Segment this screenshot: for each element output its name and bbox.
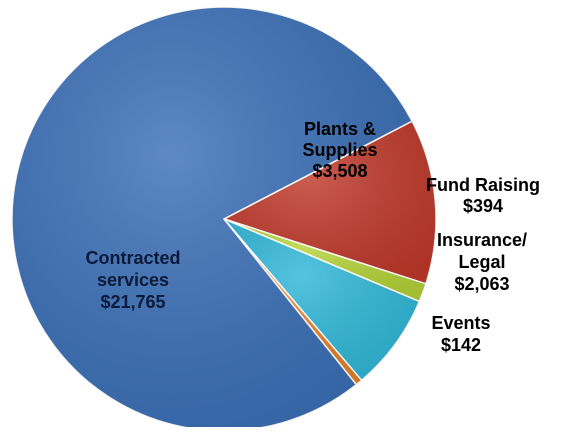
pie-slices bbox=[11, 6, 437, 432]
pie-slice-shading-contracted-services bbox=[11, 6, 413, 431]
slice-label-line-contracted-services: $21,765 bbox=[100, 292, 165, 312]
pie-slice-shading-plants-supplies bbox=[224, 121, 437, 284]
slice-label-insurance-legal: Insurance/Legal $2,063 bbox=[437, 230, 527, 294]
slice-label-line-fund-raising: Fund Raising bbox=[426, 175, 540, 195]
slice-label-line-contracted-services: Contracted bbox=[85, 248, 180, 268]
pie-labels: Plants & Supplies $3,508 Fund Raising $394 In… bbox=[85, 119, 540, 355]
slice-label-line-fund-raising: $394 bbox=[463, 196, 503, 216]
slice-label-line-insurance-legal: $2,063 bbox=[454, 274, 509, 294]
slice-label-line-insurance-legal: Legal bbox=[458, 252, 505, 272]
slice-label-line-plants-supplies: $3,508 bbox=[312, 161, 367, 181]
slice-label-fund-raising: Fund Raising $394 bbox=[426, 175, 540, 216]
slice-label-events: Events $142 bbox=[431, 313, 490, 355]
slice-label-line-insurance-legal: Insurance/ bbox=[437, 230, 527, 250]
slice-label-contracted-services: Contracted services $21,765 bbox=[85, 248, 180, 312]
slice-label-line-events: Events bbox=[431, 313, 490, 333]
slice-label-line-events: $142 bbox=[441, 335, 481, 355]
slice-label-plants-supplies: Plants & Supplies $3,508 bbox=[302, 119, 377, 181]
slice-label-line-contracted-services: services bbox=[97, 270, 169, 290]
slice-label-line-plants-supplies: Supplies bbox=[302, 140, 377, 160]
slice-label-line-plants-supplies: Plants & bbox=[304, 119, 376, 139]
pie-slice-shading-insurance-legal bbox=[224, 219, 420, 381]
pie-slice-shading-events bbox=[224, 219, 362, 385]
